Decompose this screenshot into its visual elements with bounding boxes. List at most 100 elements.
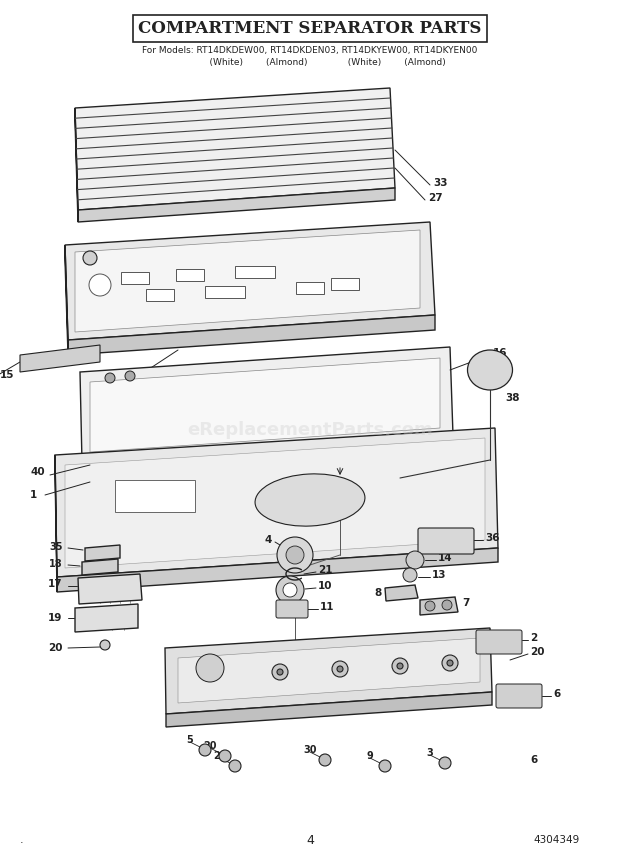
Bar bbox=[146, 289, 174, 301]
Text: 15: 15 bbox=[0, 370, 14, 380]
Text: 3: 3 bbox=[427, 748, 433, 758]
Circle shape bbox=[447, 660, 453, 666]
Polygon shape bbox=[78, 574, 142, 604]
Text: 38: 38 bbox=[505, 393, 520, 403]
Bar bbox=[296, 282, 324, 294]
Text: 27: 27 bbox=[428, 193, 443, 203]
Polygon shape bbox=[75, 604, 138, 632]
Text: 8: 8 bbox=[374, 588, 382, 598]
Text: 14: 14 bbox=[438, 553, 453, 563]
Text: 36: 36 bbox=[485, 533, 500, 543]
Circle shape bbox=[403, 568, 417, 582]
Circle shape bbox=[100, 640, 110, 650]
Text: 17: 17 bbox=[48, 579, 63, 589]
Text: 21: 21 bbox=[318, 565, 332, 575]
Text: 18: 18 bbox=[49, 559, 63, 569]
Text: 20: 20 bbox=[203, 741, 217, 751]
Circle shape bbox=[379, 760, 391, 772]
Circle shape bbox=[283, 583, 297, 597]
Polygon shape bbox=[75, 230, 420, 332]
Circle shape bbox=[425, 601, 435, 611]
Text: 19: 19 bbox=[48, 613, 62, 623]
Circle shape bbox=[397, 663, 403, 669]
Circle shape bbox=[196, 654, 224, 682]
Polygon shape bbox=[55, 428, 498, 577]
Circle shape bbox=[277, 669, 283, 675]
Circle shape bbox=[286, 546, 304, 564]
Text: 11: 11 bbox=[320, 602, 335, 612]
Polygon shape bbox=[57, 548, 498, 592]
Text: 20: 20 bbox=[48, 643, 62, 653]
Circle shape bbox=[406, 551, 424, 569]
Circle shape bbox=[319, 754, 331, 766]
Text: 20: 20 bbox=[530, 647, 544, 657]
Text: (White)        (Almond)              (White)        (Almond): (White) (Almond) (White) (Almond) bbox=[175, 57, 445, 67]
Polygon shape bbox=[178, 638, 480, 703]
Text: 7: 7 bbox=[462, 598, 469, 608]
Circle shape bbox=[332, 661, 348, 677]
Polygon shape bbox=[82, 559, 118, 575]
Polygon shape bbox=[75, 108, 78, 222]
FancyBboxPatch shape bbox=[476, 630, 522, 654]
Circle shape bbox=[439, 757, 451, 769]
Text: 6: 6 bbox=[553, 689, 560, 699]
Text: 6: 6 bbox=[530, 755, 538, 765]
Circle shape bbox=[105, 373, 115, 383]
Polygon shape bbox=[20, 345, 100, 372]
Circle shape bbox=[392, 658, 408, 674]
Text: eReplacementParts.com: eReplacementParts.com bbox=[187, 421, 433, 439]
Circle shape bbox=[229, 760, 241, 772]
Polygon shape bbox=[65, 438, 485, 568]
Text: 40: 40 bbox=[30, 467, 45, 477]
Polygon shape bbox=[65, 222, 435, 340]
Polygon shape bbox=[65, 245, 68, 355]
Circle shape bbox=[89, 274, 111, 296]
Text: 16: 16 bbox=[493, 348, 508, 358]
Bar bbox=[205, 286, 245, 298]
Text: .: . bbox=[20, 835, 24, 845]
Text: 5: 5 bbox=[187, 735, 193, 745]
Polygon shape bbox=[68, 315, 435, 355]
Circle shape bbox=[337, 666, 343, 672]
Text: 10: 10 bbox=[318, 581, 332, 591]
Polygon shape bbox=[385, 585, 418, 601]
Polygon shape bbox=[80, 347, 453, 462]
Circle shape bbox=[199, 744, 211, 756]
Text: COMPARTMENT SEPARATOR PARTS: COMPARTMENT SEPARATOR PARTS bbox=[138, 20, 482, 37]
FancyBboxPatch shape bbox=[418, 528, 474, 554]
Text: For Models: RT14DKDEW00, RT14DKDEN03, RT14DKYEW00, RT14DKYEN00: For Models: RT14DKDEW00, RT14DKDEN03, RT… bbox=[143, 45, 477, 55]
Bar bbox=[176, 269, 204, 281]
Text: 33: 33 bbox=[433, 178, 448, 188]
Circle shape bbox=[219, 750, 231, 762]
Polygon shape bbox=[165, 628, 492, 714]
Polygon shape bbox=[420, 597, 458, 615]
Polygon shape bbox=[90, 358, 440, 452]
Bar bbox=[331, 278, 359, 290]
Circle shape bbox=[277, 537, 313, 573]
Bar bbox=[121, 272, 149, 284]
FancyBboxPatch shape bbox=[496, 684, 542, 708]
Text: 20: 20 bbox=[213, 751, 227, 761]
Circle shape bbox=[442, 655, 458, 671]
Text: 4: 4 bbox=[264, 535, 272, 545]
Bar bbox=[115, 480, 195, 512]
Text: 4304349: 4304349 bbox=[534, 835, 580, 845]
Polygon shape bbox=[166, 692, 492, 727]
Text: 12: 12 bbox=[121, 373, 135, 383]
Text: 35: 35 bbox=[49, 542, 63, 552]
Polygon shape bbox=[55, 455, 57, 592]
Text: 13: 13 bbox=[432, 570, 446, 580]
Circle shape bbox=[83, 251, 97, 265]
Text: 2: 2 bbox=[530, 633, 538, 643]
Ellipse shape bbox=[467, 350, 513, 390]
Polygon shape bbox=[85, 545, 120, 561]
Polygon shape bbox=[78, 188, 395, 222]
Circle shape bbox=[125, 371, 135, 381]
Bar bbox=[235, 266, 275, 278]
Polygon shape bbox=[75, 88, 395, 210]
Text: 9: 9 bbox=[366, 751, 373, 761]
FancyBboxPatch shape bbox=[276, 600, 308, 618]
Circle shape bbox=[442, 600, 452, 610]
Text: 30: 30 bbox=[303, 745, 317, 755]
Circle shape bbox=[272, 664, 288, 680]
